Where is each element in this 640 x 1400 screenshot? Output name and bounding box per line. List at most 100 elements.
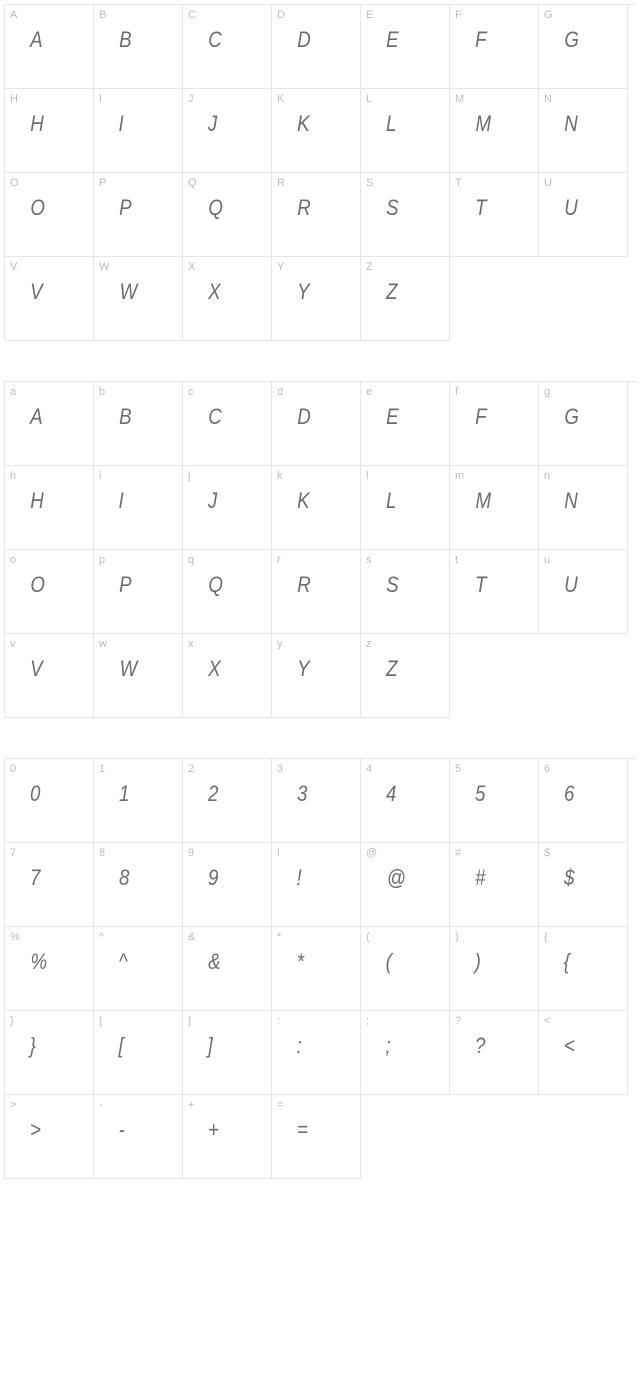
- glyph-cell: 11: [94, 759, 183, 843]
- key-label: w: [99, 638, 107, 650]
- glyph: I: [119, 488, 125, 514]
- key-label: E: [366, 9, 373, 21]
- glyph-cell: uU: [539, 550, 628, 634]
- key-label: a: [10, 386, 16, 398]
- key-label: u: [544, 554, 550, 566]
- key-label: 1: [99, 763, 105, 775]
- glyph: L: [386, 111, 397, 137]
- glyph: O: [30, 572, 45, 598]
- key-label: P: [99, 177, 106, 189]
- glyph: 1: [119, 781, 130, 807]
- key-label: R: [277, 177, 285, 189]
- glyph-cell: ++: [183, 1095, 272, 1179]
- glyph: F: [475, 404, 487, 430]
- glyph-cell: FF: [450, 5, 539, 89]
- key-label: 5: [455, 763, 461, 775]
- glyph-cell: II: [94, 89, 183, 173]
- glyph: Y: [297, 279, 310, 305]
- glyph: S: [386, 572, 399, 598]
- key-label: ;: [366, 1015, 369, 1027]
- glyph: ;: [386, 1033, 392, 1059]
- glyph: Y: [297, 656, 310, 682]
- glyph: P: [119, 572, 132, 598]
- glyph: &: [208, 949, 221, 975]
- glyph: Z: [386, 656, 398, 682]
- glyph-cell: cC: [183, 382, 272, 466]
- key-label: ?: [455, 1015, 461, 1027]
- glyph: }: [30, 1033, 37, 1059]
- glyph-cell: 88: [94, 843, 183, 927]
- glyph-cell: ??: [450, 1011, 539, 1095]
- key-label: 2: [188, 763, 194, 775]
- glyph-cell: 66: [539, 759, 628, 843]
- glyph: >: [30, 1117, 42, 1143]
- key-label: T: [455, 177, 462, 189]
- glyph-cell: GG: [539, 5, 628, 89]
- key-label: H: [10, 93, 18, 105]
- glyph: V: [30, 656, 43, 682]
- glyph: =: [297, 1117, 309, 1143]
- glyph-cell: mM: [450, 466, 539, 550]
- key-label: N: [544, 93, 552, 105]
- glyph: <: [564, 1033, 576, 1059]
- key-label: +: [188, 1099, 194, 1111]
- glyph-cell: ==: [272, 1095, 361, 1179]
- glyph-cell: UU: [539, 173, 628, 257]
- glyph-cell: **: [272, 927, 361, 1011]
- key-label: K: [277, 93, 284, 105]
- key-label: j: [188, 470, 190, 482]
- lowercase-grid: aAbBcCdDeEfFgGhHiIjJkKlLmMnNoOpPqQrRsStT…: [4, 381, 636, 718]
- glyph-cell: nN: [539, 466, 628, 550]
- glyph-cell: }}: [5, 1011, 94, 1095]
- glyph: $: [564, 865, 575, 891]
- key-label: A: [10, 9, 17, 21]
- glyph: Q: [208, 195, 223, 221]
- glyph-cell: 44: [361, 759, 450, 843]
- glyph: X: [208, 656, 221, 682]
- key-label: d: [277, 386, 283, 398]
- key-label: J: [188, 93, 194, 105]
- key-label: I: [99, 93, 102, 105]
- glyph-cell: TT: [450, 173, 539, 257]
- glyph-cell: RR: [272, 173, 361, 257]
- key-label: V: [10, 261, 17, 273]
- glyph: 7: [30, 865, 41, 891]
- empty-cell: [361, 1095, 450, 1179]
- key-label: f: [455, 386, 458, 398]
- key-label: B: [99, 9, 106, 21]
- glyph: E: [386, 404, 399, 430]
- glyph-cell: VV: [5, 257, 94, 341]
- glyph: -: [119, 1117, 126, 1143]
- glyph: H: [30, 488, 44, 514]
- glyph: 3: [297, 781, 308, 807]
- glyph: U: [564, 572, 578, 598]
- glyph: N: [564, 488, 578, 514]
- glyph: G: [564, 404, 579, 430]
- glyph-cell: AA: [5, 5, 94, 89]
- glyph-cell: bB: [94, 382, 183, 466]
- glyph-cell: jJ: [183, 466, 272, 550]
- glyph: @: [387, 865, 407, 891]
- key-label: b: [99, 386, 105, 398]
- key-label: G: [544, 9, 553, 21]
- glyph-cell: eE: [361, 382, 450, 466]
- glyph: U: [564, 195, 578, 221]
- glyph: *: [297, 949, 305, 975]
- digits-symbols-grid: 00112233445566778899!!@@##$$%%^^&&**(())…: [4, 758, 636, 1179]
- glyph: 8: [119, 865, 130, 891]
- key-label: }: [10, 1015, 14, 1027]
- glyph: ): [475, 949, 482, 975]
- glyph: +: [208, 1117, 220, 1143]
- glyph-cell: 77: [5, 843, 94, 927]
- glyph: Q: [208, 572, 223, 598]
- glyph-cell: qQ: [183, 550, 272, 634]
- glyph: W: [120, 279, 139, 305]
- key-label: U: [544, 177, 552, 189]
- glyph: D: [297, 27, 311, 53]
- glyph: {: [564, 949, 571, 975]
- glyph-cell: wW: [94, 634, 183, 718]
- key-label: 3: [277, 763, 283, 775]
- glyph-cell: >>: [5, 1095, 94, 1179]
- key-label: 0: [10, 763, 16, 775]
- glyph-cell: BB: [94, 5, 183, 89]
